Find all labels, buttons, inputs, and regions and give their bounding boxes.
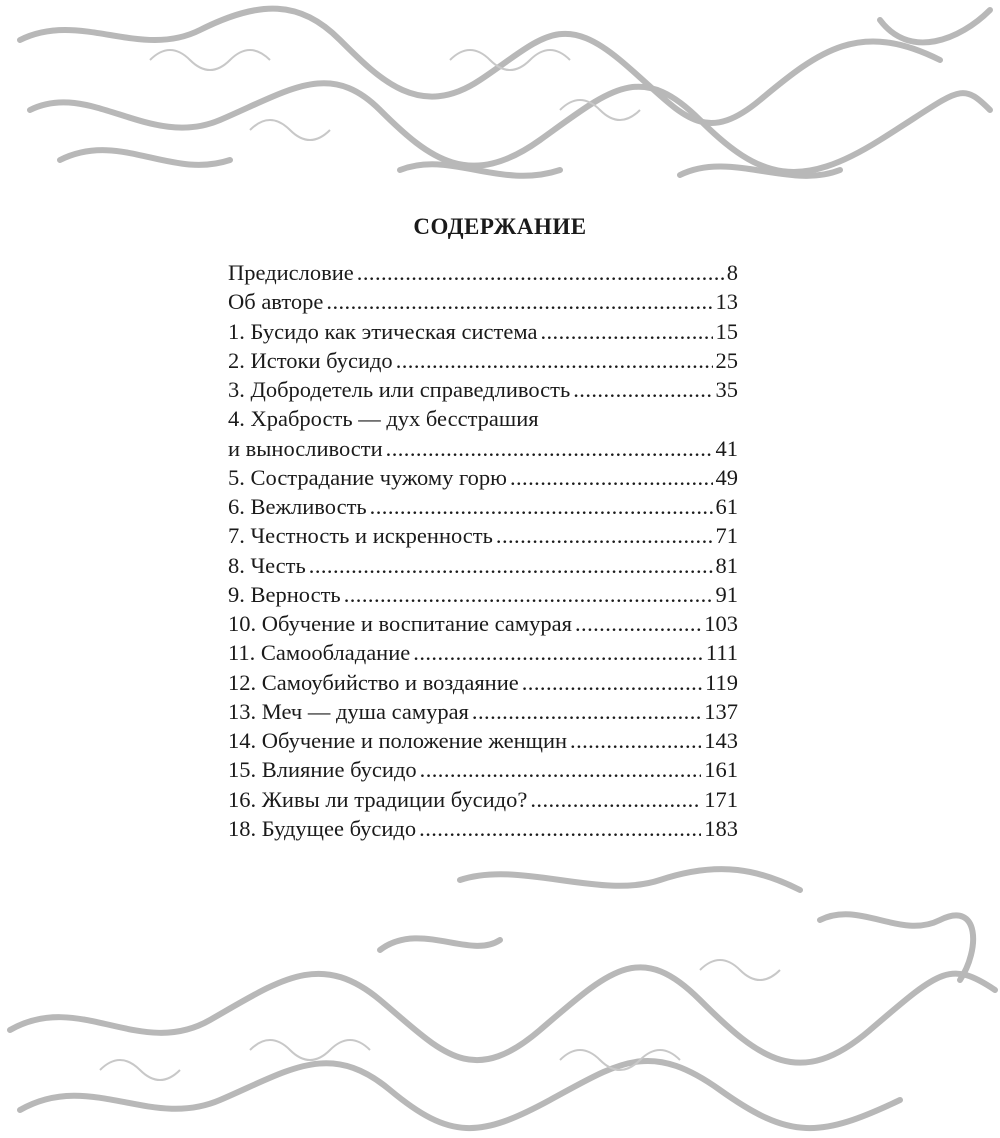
toc-entry: 11. Самообладание 111 — [228, 638, 738, 667]
entry-page-number: 161 — [704, 757, 738, 783]
dot-leader — [570, 726, 701, 755]
entry-title: 2. Истоки бусидо — [228, 347, 393, 373]
dot-leader — [309, 551, 713, 580]
entry-title: 12. Самоубийство и воздаяние — [228, 669, 519, 695]
dot-leader — [472, 697, 701, 726]
toc-entry: 6. Вежливость 61 — [228, 492, 738, 521]
dot-leader — [419, 814, 701, 843]
entry-title: 1. Бусидо как этическая система — [228, 318, 538, 344]
dot-leader — [396, 346, 713, 375]
entry-title: Об авторе — [228, 289, 324, 315]
entry-title: 14. Обучение и положение женщин — [228, 728, 568, 753]
dot-leader — [386, 434, 713, 463]
dot-leader — [530, 785, 701, 814]
entry-title: 18. Будущее бусидо — [228, 815, 417, 841]
toc-entry: 3. Добродетель или справедливость 35 — [228, 375, 738, 404]
toc-entry: 2. Истоки бусидо 25 — [228, 346, 738, 375]
toc-entry: 15. Влияние бусидо 161 — [228, 755, 738, 784]
toc-entry: 18. Будущее бусидо 183 — [228, 814, 738, 843]
toc-entry: 4. Храбрость — дух бесстрашия — [228, 404, 738, 433]
dragon-ornament-top — [17, 5, 993, 179]
toc-entry: 10. Обучение и воспитание самурая 103 — [228, 609, 738, 638]
entry-title: 3. Добродетель или справедливость — [228, 377, 571, 402]
entry-title: 8. Честь — [228, 552, 306, 578]
entry-page-number: 41 — [715, 435, 739, 461]
dot-leader — [326, 287, 712, 316]
entry-title: 9. Верность — [228, 581, 341, 607]
entry-page-number: 61 — [715, 494, 739, 519]
dragon-ornament-bottom — [7, 866, 998, 1132]
dot-leader — [575, 609, 701, 638]
entry-title: Предисловие — [228, 260, 354, 285]
toc-entry: 7. Честность и искренность 71 — [228, 521, 738, 550]
page-title: СОДЕРЖАНИЕ — [413, 214, 587, 239]
entry-page-number: 91 — [715, 581, 739, 607]
entry-page-number: 111 — [705, 640, 738, 666]
entry-page-number: 71 — [715, 523, 739, 549]
entry-page-number: 81 — [715, 552, 739, 578]
toc-entry-continuation: и выносливости 41 — [228, 434, 738, 463]
entry-page-number: 49 — [715, 464, 739, 490]
entry-page-number: 119 — [705, 669, 738, 695]
entry-title-continuation: и выносливости — [228, 435, 383, 461]
entry-title: 6. Вежливость — [228, 494, 367, 519]
entry-page-number: 183 — [704, 815, 738, 841]
entry-title: 4. Храбрость — дух бесстрашия — [228, 406, 539, 432]
entry-title: 10. Обучение и воспитание самурая — [228, 611, 572, 636]
entry-page-number: 25 — [715, 347, 739, 373]
table-of-contents: Предисловие8Об авторе131. Бусидо как эти… — [228, 258, 738, 843]
entry-page-number: 103 — [704, 611, 738, 636]
dot-leader — [540, 317, 712, 346]
dot-leader — [357, 258, 724, 287]
entry-page-number: 171 — [704, 786, 738, 812]
toc-entry: 9. Верность 91 — [228, 580, 738, 609]
toc-entry: 1. Бусидо как этическая система 15 — [228, 317, 738, 346]
toc-entry: 16. Живы ли традиции бусидо? 171 — [228, 785, 738, 814]
entry-page-number: 8 — [726, 260, 738, 285]
dot-leader — [496, 521, 713, 550]
dot-leader — [420, 755, 702, 784]
toc-entry: 14. Обучение и положение женщин 143 — [228, 726, 738, 755]
entry-title: 5. Сострадание чужому горю — [228, 464, 507, 490]
dot-leader — [370, 492, 713, 521]
toc-entry: Предисловие 8 — [228, 258, 738, 287]
entry-title: 11. Самообладание — [228, 640, 411, 666]
toc-entry: 12. Самоубийство и воздаяние 119 — [228, 668, 738, 697]
entry-title: 16. Живы ли традиции бусидо? — [228, 786, 528, 812]
dot-leader — [413, 638, 703, 667]
entry-page-number: 143 — [704, 728, 738, 753]
dot-leader — [510, 463, 713, 492]
entry-title: 7. Честность и искренность — [228, 523, 493, 549]
entry-page-number: 13 — [715, 289, 739, 315]
dot-leader — [522, 668, 702, 697]
entry-page-number: 35 — [715, 377, 739, 402]
dot-leader — [344, 580, 713, 609]
dot-leader — [573, 375, 712, 404]
toc-entry: 13. Меч — душа самурая 137 — [228, 697, 738, 726]
entry-page-number: 15 — [715, 318, 739, 344]
toc-entry: 8. Честь 81 — [228, 551, 738, 580]
entry-title: 13. Меч — душа самурая — [228, 698, 469, 724]
entry-title: 15. Влияние бусидо — [228, 757, 417, 783]
toc-entry: 5. Сострадание чужому горю 49 — [228, 463, 738, 492]
entry-page-number: 137 — [704, 698, 738, 724]
toc-entry: Об авторе 13 — [228, 287, 738, 316]
